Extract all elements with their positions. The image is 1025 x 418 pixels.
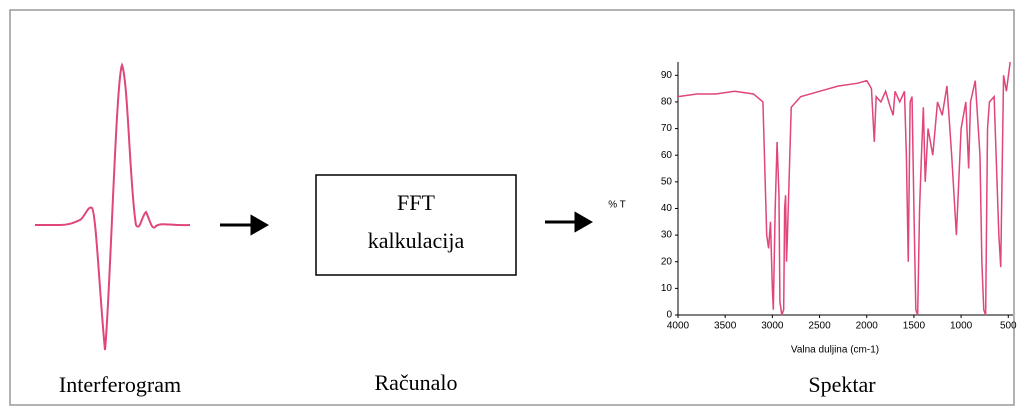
label: Interferogram [59,372,181,397]
y-tick-label: 30 [661,230,673,241]
y-axis-label: % T [608,200,626,211]
x-tick-label: 2500 [808,321,831,332]
y-tick-label: 40 [661,203,673,214]
arrow [545,211,594,233]
box-text: FFT [397,190,435,215]
x-tick-label: 3500 [714,321,737,332]
x-tick-label: 1000 [950,321,973,332]
y-tick-label: 20 [661,256,673,267]
y-tick-label: 90 [661,70,673,81]
x-tick-label: 1500 [903,321,926,332]
label: Računalo [374,370,457,395]
y-tick-label: 10 [661,283,673,294]
y-tick-label: 0 [666,310,672,321]
label: Spektar [808,372,876,397]
arrow [220,214,270,236]
y-tick-label: 70 [661,123,673,134]
spectrum-line [677,61,1011,316]
fft-box [315,174,517,276]
y-tick-label: 60 [661,150,673,161]
x-tick-label: 3000 [761,321,784,332]
y-tick-label: 50 [661,176,673,187]
x-tick-label: 4000 [667,321,690,332]
x-tick-label: 2000 [856,321,879,332]
y-tick-label: 80 [661,97,673,108]
box-text: kalkulacija [368,228,465,253]
x-tick-label: 500 [1000,321,1017,332]
interferogram-wave [35,62,191,351]
frame [9,9,1015,406]
x-axis-label: Valna duljina (cm-1) [791,345,879,356]
